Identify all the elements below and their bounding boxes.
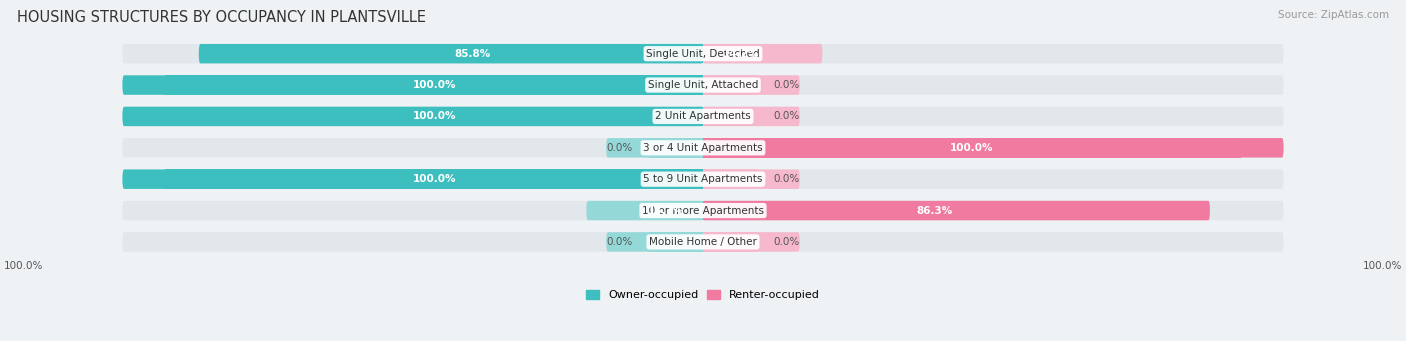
Text: Single Unit, Detached: Single Unit, Detached bbox=[647, 49, 759, 59]
Bar bbox=[703, 107, 756, 126]
FancyBboxPatch shape bbox=[122, 169, 703, 189]
FancyBboxPatch shape bbox=[606, 138, 703, 158]
Text: Source: ZipAtlas.com: Source: ZipAtlas.com bbox=[1278, 10, 1389, 20]
Text: HOUSING STRUCTURES BY OCCUPANCY IN PLANTSVILLE: HOUSING STRUCTURES BY OCCUPANCY IN PLANT… bbox=[17, 10, 426, 25]
FancyBboxPatch shape bbox=[703, 232, 800, 252]
Text: 2 Unit Apartments: 2 Unit Apartments bbox=[655, 112, 751, 121]
Text: 0.0%: 0.0% bbox=[607, 143, 633, 153]
Text: 100.0%: 100.0% bbox=[1362, 262, 1402, 271]
Text: 3 or 4 Unit Apartments: 3 or 4 Unit Apartments bbox=[643, 143, 763, 153]
FancyBboxPatch shape bbox=[703, 201, 1211, 220]
FancyBboxPatch shape bbox=[198, 44, 703, 63]
Bar bbox=[166, 75, 703, 95]
FancyBboxPatch shape bbox=[703, 138, 1284, 158]
Bar bbox=[703, 169, 756, 189]
Text: 0.0%: 0.0% bbox=[773, 80, 799, 90]
FancyBboxPatch shape bbox=[703, 169, 800, 189]
Bar bbox=[650, 138, 703, 158]
Text: 13.7%: 13.7% bbox=[648, 206, 685, 216]
Text: 5 to 9 Unit Apartments: 5 to 9 Unit Apartments bbox=[644, 174, 762, 184]
FancyBboxPatch shape bbox=[703, 75, 800, 95]
FancyBboxPatch shape bbox=[586, 201, 703, 220]
Text: Mobile Home / Other: Mobile Home / Other bbox=[650, 237, 756, 247]
Text: 0.0%: 0.0% bbox=[773, 112, 799, 121]
Bar bbox=[703, 138, 1240, 158]
FancyBboxPatch shape bbox=[703, 107, 800, 126]
Text: 86.3%: 86.3% bbox=[917, 206, 953, 216]
Bar bbox=[703, 201, 1167, 220]
Bar bbox=[630, 201, 703, 220]
Text: 100.0%: 100.0% bbox=[412, 80, 456, 90]
FancyBboxPatch shape bbox=[122, 107, 703, 126]
FancyBboxPatch shape bbox=[122, 138, 1284, 158]
Legend: Owner-occupied, Renter-occupied: Owner-occupied, Renter-occupied bbox=[581, 285, 825, 305]
Text: 0.0%: 0.0% bbox=[607, 237, 633, 247]
Text: 14.2%: 14.2% bbox=[723, 49, 759, 59]
Text: 0.0%: 0.0% bbox=[773, 237, 799, 247]
Bar bbox=[703, 232, 756, 252]
Text: 100.0%: 100.0% bbox=[412, 174, 456, 184]
Text: 85.8%: 85.8% bbox=[454, 49, 491, 59]
Text: Single Unit, Attached: Single Unit, Attached bbox=[648, 80, 758, 90]
FancyBboxPatch shape bbox=[122, 44, 1284, 63]
Bar bbox=[650, 232, 703, 252]
Text: 100.0%: 100.0% bbox=[950, 143, 994, 153]
Text: 100.0%: 100.0% bbox=[412, 112, 456, 121]
Bar bbox=[166, 169, 703, 189]
FancyBboxPatch shape bbox=[606, 232, 703, 252]
FancyBboxPatch shape bbox=[122, 169, 1284, 189]
Bar bbox=[242, 44, 703, 63]
FancyBboxPatch shape bbox=[122, 75, 703, 95]
Text: 10 or more Apartments: 10 or more Apartments bbox=[643, 206, 763, 216]
Bar bbox=[166, 107, 703, 126]
Text: 0.0%: 0.0% bbox=[773, 174, 799, 184]
Bar bbox=[703, 75, 756, 95]
FancyBboxPatch shape bbox=[122, 201, 1284, 220]
FancyBboxPatch shape bbox=[703, 44, 823, 63]
Text: 100.0%: 100.0% bbox=[4, 262, 44, 271]
Bar bbox=[703, 44, 779, 63]
FancyBboxPatch shape bbox=[122, 75, 1284, 95]
FancyBboxPatch shape bbox=[122, 107, 1284, 126]
FancyBboxPatch shape bbox=[122, 232, 1284, 252]
